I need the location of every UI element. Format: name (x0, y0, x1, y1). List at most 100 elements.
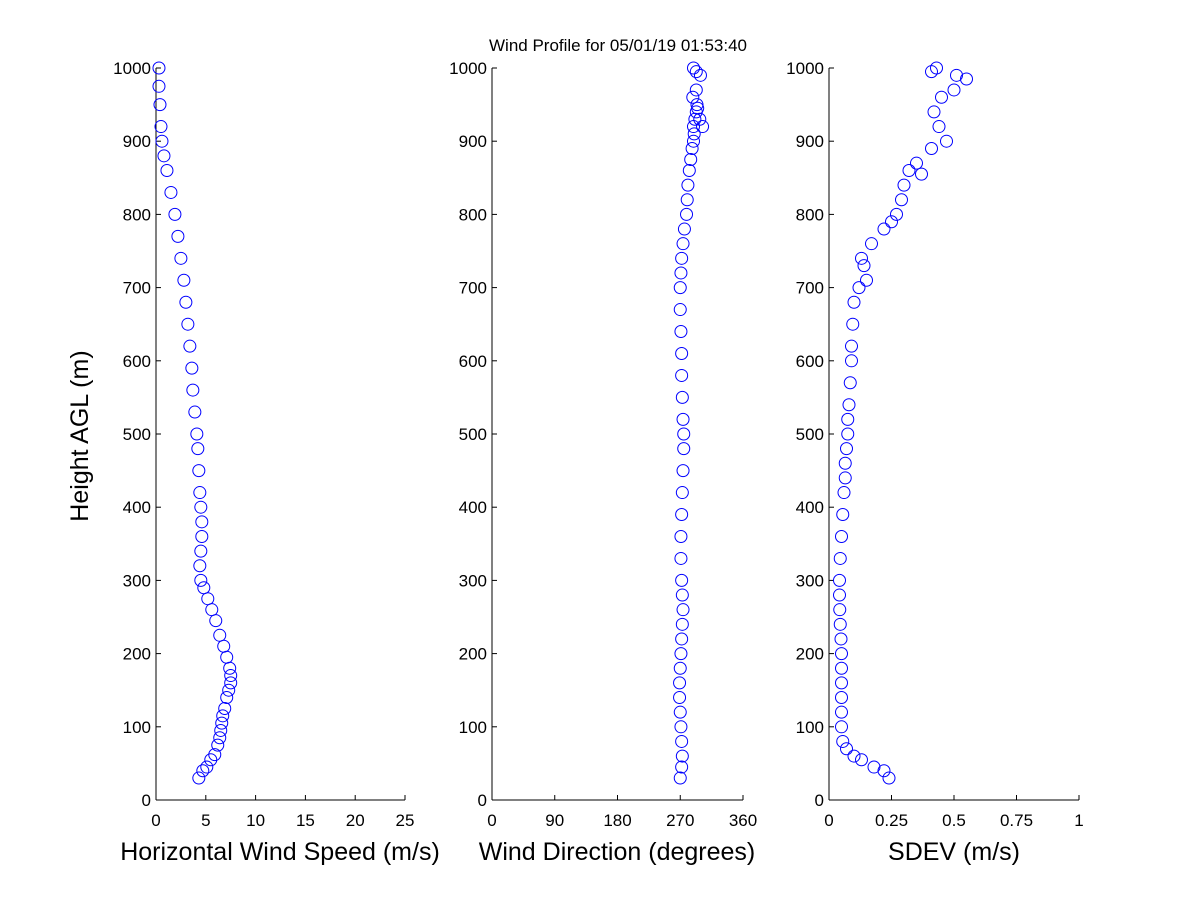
y-tick-label: 600 (123, 352, 151, 371)
data-point-marker (197, 581, 211, 595)
x-tick-label: 0.5 (942, 811, 966, 830)
x-tick-label: 10 (246, 811, 265, 830)
y-tick-label: 800 (796, 205, 824, 224)
data-point-marker (174, 251, 188, 265)
y-tick-label: 600 (796, 352, 824, 371)
data-point-marker (693, 68, 707, 82)
data-point-marker (915, 167, 928, 181)
wind-direction-panel: 0 100 200 300 400 500 600 700 800 900 1000 0 90 180 27… (449, 59, 757, 866)
data-point-marker (847, 749, 861, 763)
data-point-marker (837, 486, 851, 500)
data-point-marker (224, 669, 238, 683)
data-point-marker (689, 83, 703, 97)
data-point-marker (841, 412, 855, 426)
data-point-marker (693, 112, 707, 126)
data-point-marker (673, 281, 687, 295)
data-point-marker (183, 339, 197, 353)
data-point-marker (211, 738, 225, 752)
data-point-marker (890, 207, 903, 221)
y-tick-label: 900 (123, 132, 151, 151)
data-point-marker (188, 405, 202, 419)
data-point-marker (867, 760, 881, 774)
data-point-marker (852, 281, 866, 295)
data-point-marker (932, 120, 946, 134)
data-point-marker (673, 676, 687, 690)
data-point-marker (836, 734, 850, 748)
data-point-marker (686, 90, 700, 104)
data-point-marker (675, 368, 689, 382)
data-point-marker (689, 65, 703, 79)
data-point-marker (685, 142, 699, 156)
data-point-marker (855, 753, 868, 767)
data-point-marker (835, 529, 848, 543)
data-point-marker (674, 551, 688, 565)
data-point-marker (676, 237, 690, 251)
data-point-marker (674, 325, 688, 339)
y-tick-label: 600 (459, 352, 487, 371)
data-point-marker (833, 617, 847, 631)
data-point-marker (674, 720, 688, 734)
data-point-marker (677, 442, 691, 456)
y-tick-label: 0 (815, 791, 824, 810)
data-point-marker (192, 771, 206, 785)
data-point-marker (214, 723, 228, 737)
data-point-marker (833, 551, 847, 565)
data-point-marker (208, 748, 222, 762)
data-point-marker (838, 456, 852, 470)
data-point-marker (696, 120, 710, 134)
x-axis-label: SDEV (m/s) (888, 838, 1020, 866)
data-point-marker (833, 588, 846, 602)
y-tick-label: 500 (796, 425, 824, 444)
data-point-marker (833, 573, 846, 587)
y-tick-label: 800 (459, 205, 487, 224)
data-point-marker (681, 178, 695, 192)
data-point-marker (674, 529, 688, 543)
data-point-marker (847, 295, 861, 309)
y-tick-label: 900 (796, 132, 824, 151)
data-point-marker (200, 760, 214, 774)
data-point-marker (222, 683, 236, 697)
data-point-marker (841, 427, 855, 441)
data-point-marker (192, 464, 206, 478)
data-point-marker (674, 266, 688, 280)
data-point-marker (885, 215, 898, 229)
data-point-marker (860, 273, 873, 287)
data-point-marker (179, 295, 193, 309)
data-point-marker (838, 471, 852, 485)
data-point-marker (840, 742, 853, 756)
data-point-marker (675, 749, 689, 763)
data-point-marker (675, 251, 689, 265)
data-point-marker (673, 705, 687, 719)
data-point-marker (935, 90, 948, 104)
y-tick-label: 200 (123, 645, 151, 664)
y-tick-label: 0 (142, 791, 151, 810)
data-point-marker (845, 354, 858, 368)
y-tick-label: 100 (796, 718, 824, 737)
y-tick-label: 900 (459, 132, 487, 151)
data-point-marker (675, 390, 689, 404)
x-tick-label: 0.25 (875, 811, 908, 830)
data-point-marker (216, 709, 230, 723)
data-point-marker (686, 61, 700, 75)
data-point-marker (675, 588, 689, 602)
y-tick-label: 300 (123, 571, 151, 590)
data-point-marker (835, 691, 848, 705)
data-point-marker (834, 632, 848, 646)
x-tick-label: 360 (729, 811, 757, 830)
data-point-marker (910, 156, 923, 170)
data-point-marker (925, 142, 938, 156)
x-tick-label: 0 (151, 811, 160, 830)
y-axis-label: Height AGL (m) (66, 350, 94, 521)
y-tick-label: 300 (459, 571, 487, 590)
wind-speed-panel: 0 100 200 300 400 500 600 700 800 900 1000 0 5 10 15 20… (66, 59, 440, 866)
y-tick-label: 1000 (113, 59, 151, 78)
figure-title: Wind Profile for 05/01/19 01:53:40 (489, 36, 747, 55)
data-point-marker (190, 427, 204, 441)
x-axis-label: Wind Direction (degrees) (479, 838, 756, 866)
data-point-marker (157, 149, 171, 163)
data-point-marker (213, 628, 227, 642)
y-tick-label: 400 (796, 498, 824, 517)
data-point-marker (673, 691, 687, 705)
y-tick-label: 400 (459, 498, 487, 517)
